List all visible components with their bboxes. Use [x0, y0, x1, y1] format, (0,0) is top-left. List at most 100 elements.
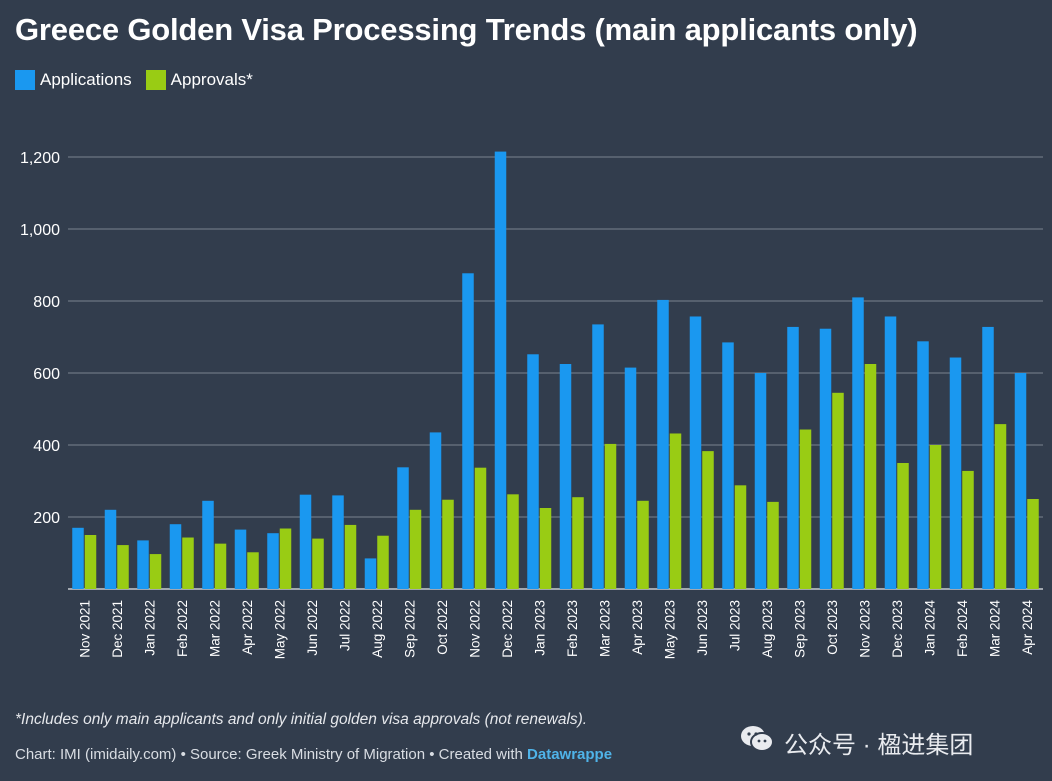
y-tick-label: 800	[33, 294, 60, 311]
y-tick-label: 1,200	[20, 150, 60, 167]
bar-applications	[104, 509, 117, 589]
bars	[72, 151, 1039, 589]
bar-applications	[1014, 373, 1027, 589]
footnote: *Includes only main applicants and only …	[15, 711, 588, 728]
x-tick-label: Feb 2022	[175, 600, 190, 657]
bar-approvals	[832, 392, 844, 589]
bar-approvals	[442, 499, 454, 589]
x-tick-label: Jul 2022	[337, 600, 352, 651]
legend-label-applications: Applications	[40, 70, 132, 89]
bar-applications	[819, 328, 832, 589]
legend-swatch-approvals	[145, 70, 166, 90]
bar-approvals	[767, 501, 779, 589]
x-tick-label: Mar 2022	[207, 600, 222, 657]
grid-lines	[68, 156, 1043, 590]
x-tick-label: Mar 2024	[987, 600, 1002, 658]
x-tick-label: Feb 2024	[955, 600, 970, 658]
bar-approvals	[1027, 499, 1039, 589]
x-tick-label: Jan 2024	[922, 600, 937, 656]
bar-approvals	[149, 554, 162, 589]
y-tick-label: 1,000	[20, 222, 60, 239]
bar-applications	[137, 540, 149, 589]
y-tick-label: 400	[33, 438, 60, 455]
bar-approvals	[929, 445, 942, 589]
legend-item-applications: Applications	[15, 70, 132, 90]
bar-applications	[884, 316, 897, 589]
x-tick-label: Jun 2023	[695, 600, 710, 656]
bar-applications	[559, 364, 572, 589]
bar-applications	[462, 273, 474, 589]
x-tick-label: Nov 2022	[467, 600, 482, 658]
datawrapper-link[interactable]: Datawrappe	[527, 746, 613, 763]
credits-text: Chart: IMI (imidaily.com) • Source: Gree…	[15, 746, 528, 763]
x-tick-label: Oct 2023	[825, 600, 840, 655]
bar-applications	[202, 500, 214, 589]
bar-approvals	[539, 508, 552, 589]
x-tick-label: Oct 2022	[435, 600, 450, 655]
bar-applications	[527, 354, 539, 589]
x-tick-label: Feb 2023	[565, 600, 580, 657]
bar-applications	[754, 373, 767, 589]
bar-approvals	[572, 497, 584, 589]
bar-approvals	[799, 429, 812, 589]
bar-chart: 200 400 600 800 1,000 1,200 Nov 2021 Dec 2021 J…	[20, 150, 1043, 660]
bar-applications	[332, 495, 344, 589]
x-tick-label: Apr 2022	[240, 600, 255, 655]
bar-applications	[72, 527, 84, 589]
bar-approvals	[604, 443, 617, 589]
bar-applications	[982, 326, 994, 589]
credits: Chart: IMI (imidaily.com) • Source: Gree…	[15, 746, 612, 763]
bar-applications	[592, 324, 604, 589]
bar-applications	[494, 151, 507, 589]
x-tick-label: Jan 2022	[142, 600, 157, 656]
bar-applications	[722, 342, 734, 589]
bar-applications	[624, 367, 637, 589]
x-tick-label: Jan 2023	[532, 600, 547, 656]
bar-applications	[169, 524, 182, 589]
bar-approvals	[214, 543, 227, 589]
x-tick-label: Nov 2023	[857, 600, 872, 658]
bar-applications	[364, 558, 377, 589]
bar-applications	[299, 494, 312, 589]
bar-approvals	[84, 535, 97, 589]
bar-approvals	[994, 424, 1007, 589]
bar-approvals	[279, 528, 292, 589]
x-tick-label: Dec 2022	[500, 600, 515, 658]
bar-approvals	[474, 467, 487, 589]
bar-approvals	[734, 485, 747, 589]
x-tick-label: Apr 2023	[630, 600, 645, 655]
bar-approvals	[702, 451, 714, 589]
bar-approvals	[507, 494, 519, 589]
bar-applications	[429, 432, 442, 589]
x-tick-label: Jun 2022	[305, 600, 320, 656]
bar-approvals	[377, 535, 389, 589]
bar-applications	[949, 357, 962, 589]
x-tick-label: May 2022	[272, 600, 287, 659]
watermark-text: 公众号 · 楹进集团	[784, 732, 974, 759]
legend-label-approvals: Approvals*	[170, 70, 253, 89]
x-tick-label: Dec 2021	[110, 600, 125, 658]
legend-swatch-applications	[15, 70, 35, 90]
chart-legend: Applications Approvals*	[15, 70, 267, 90]
bar-approvals	[409, 509, 422, 589]
bar-applications	[397, 467, 409, 589]
y-tick-label: 200	[33, 510, 60, 527]
y-axis-tick-labels: 200 400 600 800 1,000 1,200	[20, 150, 60, 527]
x-tick-label: Aug 2022	[370, 600, 385, 658]
bar-approvals	[117, 545, 129, 589]
bar-approvals	[962, 470, 974, 589]
bar-applications	[852, 297, 864, 589]
bar-applications	[657, 299, 669, 589]
watermark: 公众号 · 楹进集团	[740, 724, 973, 761]
bar-applications	[234, 529, 247, 589]
bar-approvals	[897, 463, 909, 589]
x-tick-label: Apr 2024	[1020, 600, 1035, 655]
bar-approvals	[669, 433, 682, 589]
bar-approvals	[344, 524, 357, 589]
chart-title: Greece Golden Visa Processing Trends (ma…	[15, 12, 918, 47]
x-tick-label: May 2023	[662, 600, 677, 659]
x-tick-label: Jul 2023	[727, 600, 742, 651]
bar-applications	[787, 326, 799, 589]
wechat-icon	[740, 724, 774, 761]
x-axis-tick-labels: Nov 2021 Dec 2021 Jan 2022 Feb 2022 Mar 2022…	[77, 600, 1035, 660]
